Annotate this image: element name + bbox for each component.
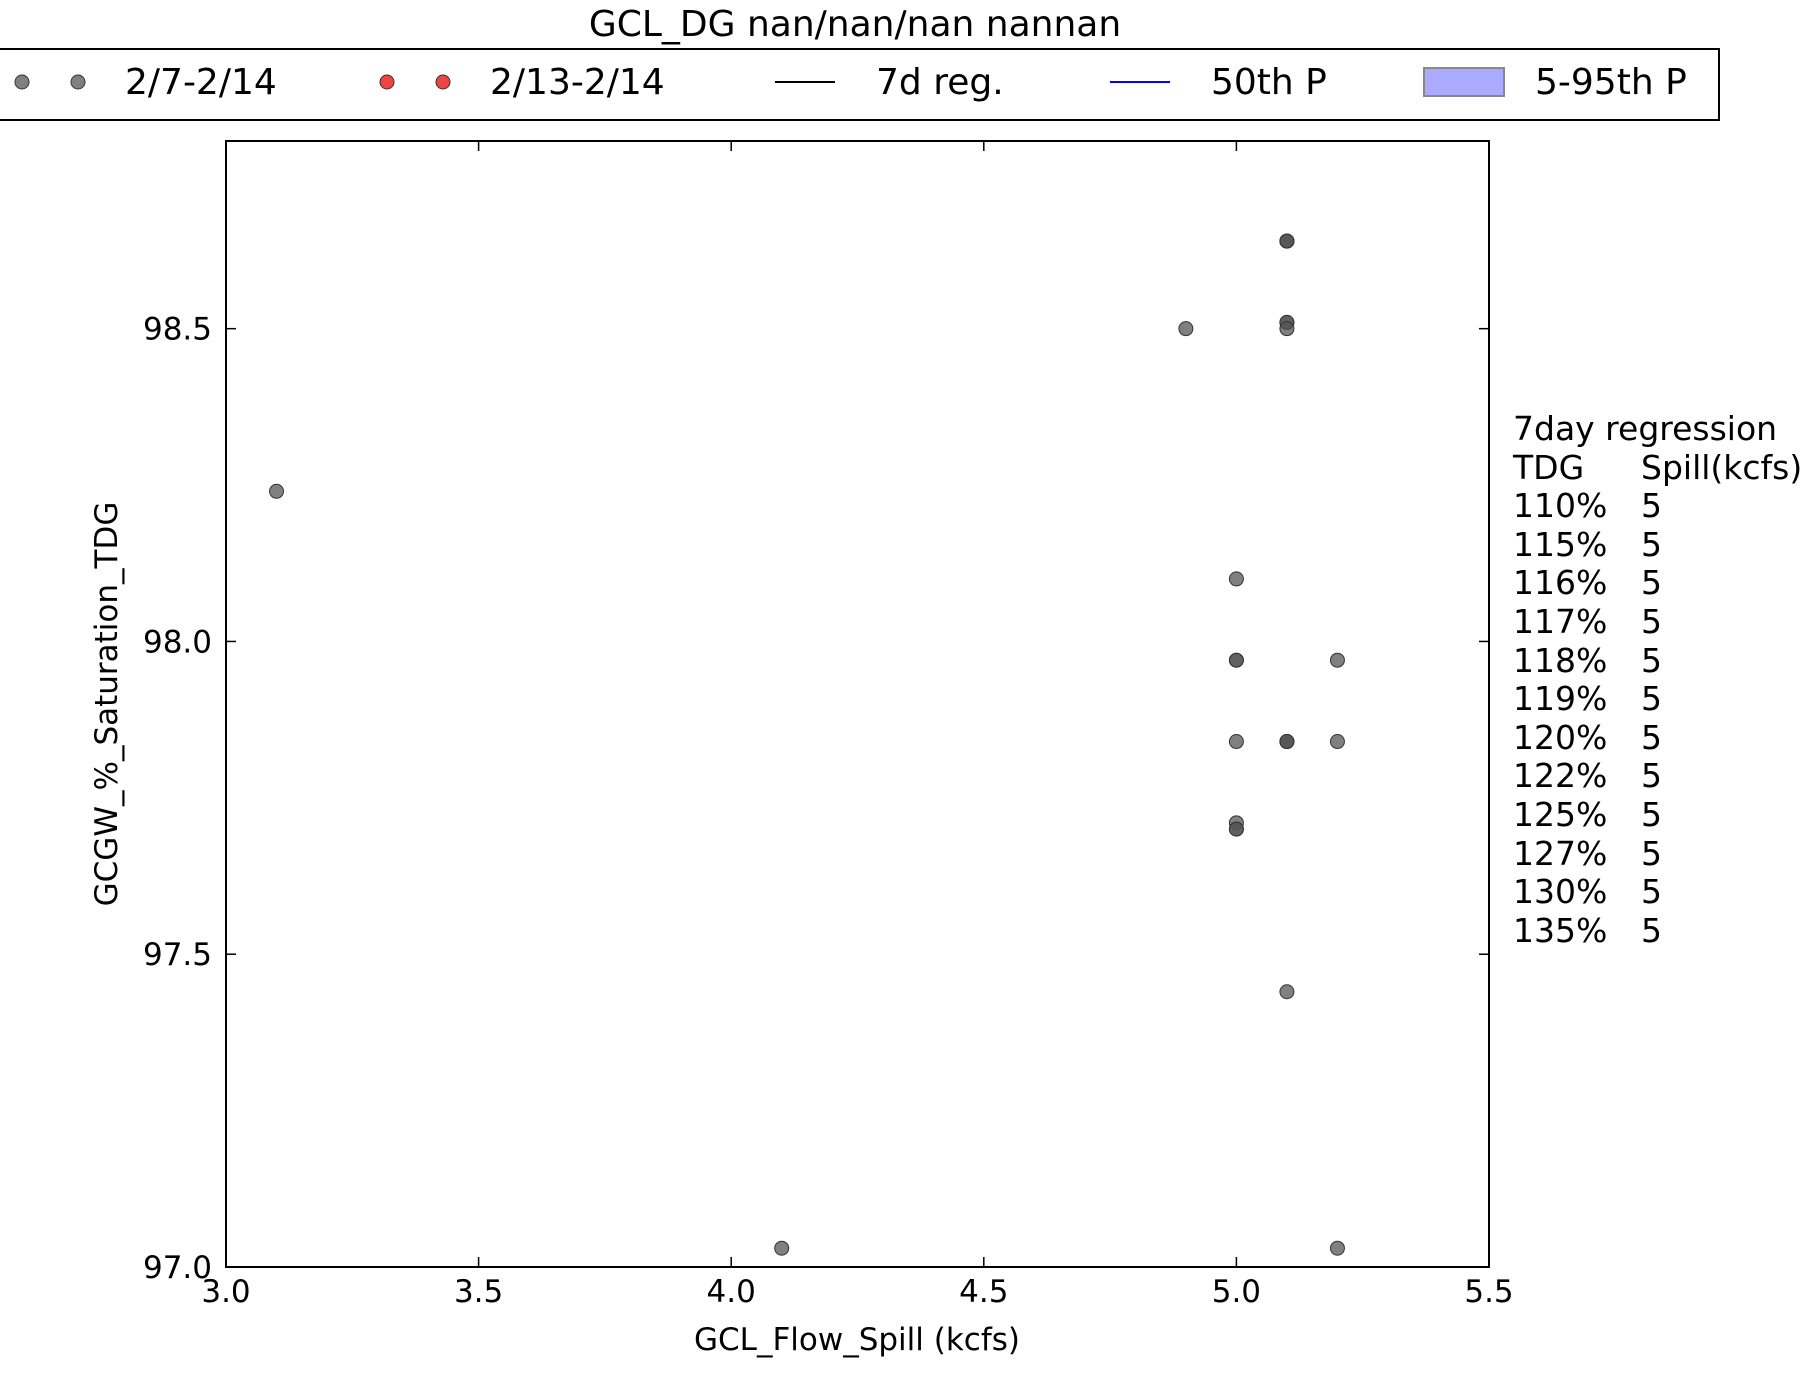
regression-row: 135% 5 — [1513, 910, 1800, 951]
regression-row: 118% 5 — [1513, 640, 1800, 681]
y-tick-label: 97.5 — [143, 937, 212, 973]
spill-value: 5 — [1641, 872, 1662, 912]
x-tick-label: 5.0 — [1212, 1274, 1261, 1310]
tdg-value: 118% — [1513, 640, 1608, 680]
tdg-value: 125% — [1513, 794, 1608, 834]
spill-value: 5 — [1641, 563, 1662, 603]
regression-row: 117% 5 — [1513, 601, 1800, 642]
x-tick-label: 4.0 — [707, 1274, 756, 1310]
regression-row: 116% 5 — [1513, 564, 1800, 603]
data-point — [1329, 1240, 1345, 1256]
plot-frame — [225, 140, 1490, 1268]
regression-table-title: 7day regression — [1513, 409, 1778, 448]
spill-value: 5 — [1641, 679, 1662, 719]
legend-label: 2/7-2/14 — [125, 62, 277, 103]
legend-label: 5-95th P — [1535, 62, 1687, 103]
regression-row: 120% 5 — [1513, 717, 1800, 758]
data-point — [1228, 652, 1244, 668]
regression-row: 122% 5 — [1513, 757, 1800, 796]
spill-value: 5 — [1641, 640, 1662, 680]
legend-item: 2/7-2/14 — [14, 62, 277, 103]
chart-title: GCL_DG nan/nan/nan nannan — [589, 4, 1121, 45]
y-axis-label: GCGW_%_Saturation_TDG — [89, 502, 125, 907]
tdg-value: 116% — [1513, 563, 1608, 603]
data-point — [1279, 734, 1295, 750]
regression-row: 127% 5 — [1513, 833, 1800, 874]
legend-marker — [70, 74, 86, 90]
data-point — [1329, 734, 1345, 750]
spill-value: 5 — [1641, 717, 1662, 757]
legend-label: 7d reg. — [876, 62, 1004, 103]
legend-label: 2/13-2/14 — [490, 62, 665, 103]
data-point — [1228, 734, 1244, 750]
tdg-value: 127% — [1513, 833, 1608, 873]
legend-label: 50th P — [1211, 62, 1327, 103]
y-tick-label: 98.0 — [143, 624, 212, 660]
legend-patch — [1423, 67, 1505, 97]
data-point — [269, 483, 285, 499]
tdg-value: 122% — [1513, 756, 1608, 796]
legend-marker — [435, 74, 451, 90]
legend: 2/7-2/14 2/13-2/14 7d reg. 50th P 5-95th P — [0, 48, 1720, 121]
legend-marker — [14, 74, 30, 90]
data-point — [1228, 821, 1244, 837]
spill-value: 5 — [1641, 833, 1662, 873]
regression-row: 125% 5 — [1513, 794, 1800, 835]
data-points — [269, 233, 1345, 1256]
regression-row: 110% 5 — [1513, 487, 1800, 526]
x-tick-label: 4.5 — [959, 1274, 1008, 1310]
spill-header: Spill(kcfs) — [1641, 447, 1800, 487]
data-point — [1279, 984, 1295, 1000]
x-tick-label: 3.0 — [201, 1274, 250, 1310]
x-axis-label: GCL_Flow_Spill (kcfs) — [694, 1322, 1020, 1358]
data-point — [1279, 233, 1295, 249]
legend-item: 7d reg. — [775, 62, 1004, 103]
data-point — [1329, 652, 1345, 668]
tdg-value: 115% — [1513, 524, 1608, 564]
regression-table: 7day regression TDG Spill(kcfs) 110% 5 115… — [1513, 409, 1800, 951]
spill-value: 5 — [1641, 601, 1662, 641]
x-tick-label: 3.5 — [454, 1274, 503, 1310]
data-point — [774, 1240, 790, 1256]
data-point — [1178, 321, 1194, 337]
tdg-header: TDG — [1513, 447, 1585, 487]
legend-item: 5-95th P — [1423, 62, 1687, 103]
y-tick-label: 97.0 — [143, 1250, 212, 1286]
legend-item: 50th P — [1110, 62, 1327, 103]
data-point — [1279, 321, 1295, 337]
regression-row: 115% 5 — [1513, 524, 1800, 565]
regression-table-header: TDG Spill(kcfs) — [1513, 447, 1800, 488]
tdg-value: 119% — [1513, 679, 1608, 719]
regression-row: 119% 5 — [1513, 680, 1800, 719]
tdg-value: 120% — [1513, 717, 1608, 757]
regression-row: 130% 5 — [1513, 873, 1800, 912]
spill-value: 5 — [1641, 524, 1662, 564]
data-point — [1228, 571, 1244, 587]
spill-value: 5 — [1641, 756, 1662, 796]
spill-value: 5 — [1641, 486, 1662, 526]
y-tick-label: 98.5 — [143, 312, 212, 348]
tdg-value: 117% — [1513, 601, 1608, 641]
legend-marker — [379, 74, 395, 90]
tdg-value: 110% — [1513, 486, 1608, 526]
axis-ticks: 3.0 3.5 4.0 4.5 5.0 5.5 97.0 97.5 98.0 98.5 — [143, 141, 1514, 1310]
tdg-value: 130% — [1513, 872, 1608, 912]
legend-item: 2/13-2/14 — [379, 62, 665, 103]
tdg-value: 135% — [1513, 910, 1608, 950]
x-tick-label: 5.5 — [1464, 1274, 1513, 1310]
spill-value: 5 — [1641, 910, 1662, 950]
spill-value: 5 — [1641, 794, 1662, 834]
